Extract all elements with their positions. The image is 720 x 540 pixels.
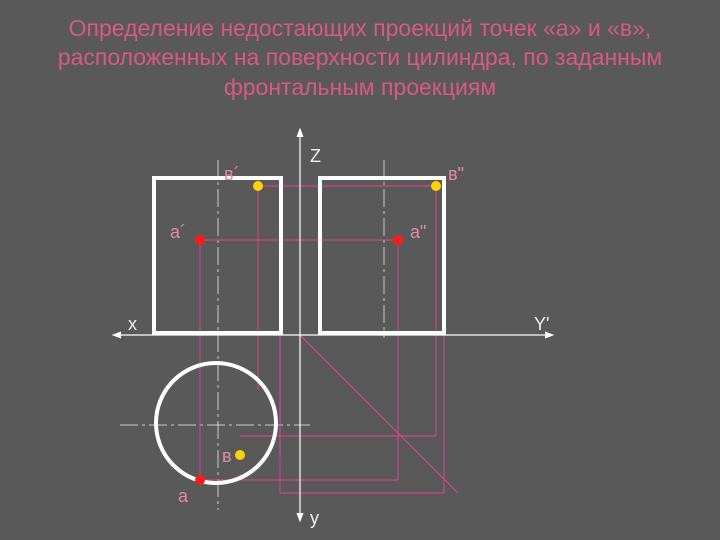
svg-text:Z: Z [310,146,321,166]
svg-text:в": в" [448,164,464,184]
svg-text:x: x [128,314,137,334]
slide: Определение недостающих проекций точек «… [0,0,720,540]
cylinder-plan [156,363,276,483]
svg-text:а": а" [410,222,426,242]
point-b_plan [235,450,245,460]
svg-text:а´: а´ [170,222,186,242]
axes [114,130,552,520]
point-a_front [195,235,205,245]
svg-text:Y': Y' [534,314,549,334]
svg-text:в´: в´ [224,164,240,184]
point-b_front [253,181,263,191]
svg-text:а: а [178,486,189,506]
svg-text:y: y [310,508,319,528]
point-b_prof [431,181,441,191]
cylinder-elevations [154,178,444,333]
point-a_prof [393,235,403,245]
point-a_plan [195,475,205,485]
projection-diagram: Zx Y' y а´ а" в´ в" а в [0,0,720,540]
svg-text:в: в [222,446,232,466]
labels: Zx Y' y а´ а" в´ в" а в [128,146,549,528]
